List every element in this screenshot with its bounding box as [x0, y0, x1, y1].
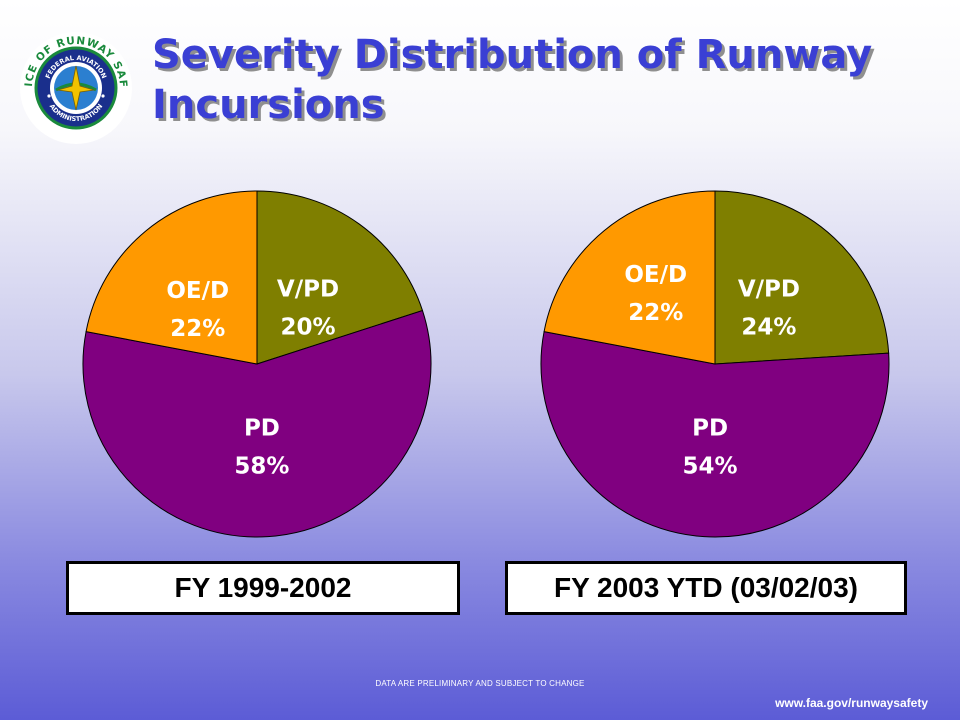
- data-disclaimer: DATA ARE PRELIMINARY AND SUBJECT TO CHAN…: [375, 679, 585, 688]
- slice-label-pd: PD: [244, 416, 280, 442]
- slice-label-pd: PD: [692, 416, 728, 442]
- chart-caption-fy-1999-2002: FY 1999-2002: [66, 561, 460, 615]
- pie-slice-oe-d: [543, 190, 716, 365]
- pie-slice-v-pd: [714, 190, 890, 365]
- slice-value-v-pd: 24%: [741, 314, 796, 340]
- slice-label-v-pd: V/PD: [738, 276, 800, 302]
- pie-slice-oe-d: [85, 190, 258, 365]
- pie-chart-fy-1999-2002: V/PD 20% PD 58% OE/D 22%: [82, 190, 432, 538]
- slice-value-pd: 58%: [234, 454, 289, 480]
- slice-value-oe-d: 22%: [628, 300, 683, 326]
- slice-value-v-pd: 20%: [280, 314, 335, 340]
- pie-slice-pd: [82, 309, 432, 538]
- slice-value-oe-d: 22%: [170, 316, 225, 342]
- slice-label-oe-d: OE/D: [166, 278, 229, 304]
- chart-caption-fy-2003-ytd: FY 2003 YTD (03/02/03): [505, 561, 907, 615]
- page-title: Severity Distribution of Runway Incursio…: [152, 32, 873, 128]
- pie-slice-pd: [540, 330, 890, 538]
- slice-value-pd: 54%: [683, 454, 738, 480]
- slice-label-v-pd: V/PD: [277, 276, 339, 302]
- slice-label-oe-d: OE/D: [624, 262, 687, 288]
- pie-slice-v-pd: [256, 190, 424, 365]
- website-url[interactable]: www.faa.gov/runwaysafety: [775, 696, 928, 710]
- office-of-runway-safety-seal-logo: OFFICE OF RUNWAY SAFETY FEDERAL AVIATION…: [18, 30, 132, 144]
- pie-chart-fy-2003-ytd: V/PD 24% PD 54% OE/D 22%: [540, 190, 890, 538]
